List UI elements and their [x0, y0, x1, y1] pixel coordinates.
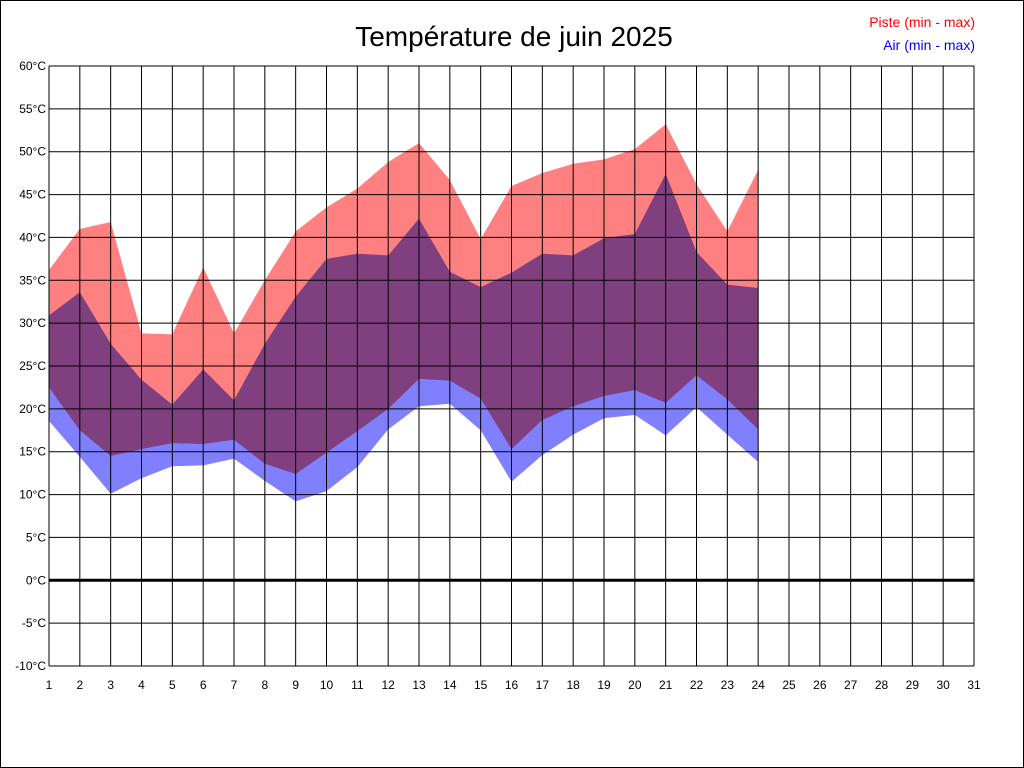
y-tick-label: 55°C — [19, 102, 46, 116]
y-tick-labels: -10°C -5°C 0°C 5°C 10°C 15°C 20°C 25°C 30°C 35°C 4… — [15, 59, 46, 673]
x-tick-label: 25 — [782, 678, 796, 692]
x-tick-label: 22 — [690, 678, 704, 692]
x-tick-label: 27 — [844, 678, 858, 692]
x-tick-label: 19 — [597, 678, 611, 692]
x-tick-label: 15 — [474, 678, 488, 692]
x-tick-label: 10 — [320, 678, 334, 692]
legend-piste: Piste (min - max) — [869, 14, 975, 30]
x-tick-label: 11 — [351, 678, 364, 692]
x-tick-label: 6 — [200, 678, 207, 692]
x-tick-label: 12 — [381, 678, 395, 692]
y-tick-label: 50°C — [19, 145, 46, 159]
x-tick-label: 16 — [505, 678, 519, 692]
x-tick-label: 29 — [906, 678, 920, 692]
x-tick-label: 20 — [628, 678, 642, 692]
x-tick-label: 8 — [261, 678, 268, 692]
y-tick-label: 40°C — [19, 230, 46, 244]
x-tick-label: 31 — [967, 678, 981, 692]
x-tick-label: 24 — [751, 678, 765, 692]
y-tick-label: 30°C — [19, 316, 46, 330]
x-tick-label: 18 — [566, 678, 580, 692]
x-tick-label: 5 — [169, 678, 176, 692]
x-tick-label: 1 — [46, 678, 53, 692]
x-tick-label: 7 — [231, 678, 238, 692]
y-tick-label: 10°C — [19, 488, 46, 502]
y-tick-label: 20°C — [19, 402, 46, 416]
x-tick-label: 4 — [138, 678, 145, 692]
x-tick-label: 21 — [659, 678, 673, 692]
x-tick-label: 30 — [936, 678, 950, 692]
y-tick-label: -5°C — [22, 616, 46, 630]
x-tick-label: 28 — [875, 678, 889, 692]
y-tick-label: -10°C — [15, 659, 46, 673]
chart-title: Température de juin 2025 — [355, 21, 673, 52]
x-tick-label: 2 — [76, 678, 83, 692]
x-tick-label: 13 — [412, 678, 426, 692]
x-tick-label: 26 — [813, 678, 827, 692]
x-tick-label: 17 — [536, 678, 550, 692]
y-tick-label: 60°C — [19, 59, 46, 73]
y-tick-label: 35°C — [19, 273, 46, 287]
y-tick-label: 0°C — [26, 573, 46, 587]
series-areas — [49, 124, 759, 502]
x-tick-label: 3 — [107, 678, 114, 692]
x-tick-label: 14 — [443, 678, 457, 692]
legend-air: Air (min - max) — [883, 37, 975, 53]
x-tick-label: 23 — [721, 678, 735, 692]
y-tick-label: 15°C — [19, 445, 46, 459]
y-tick-label: 45°C — [19, 188, 46, 202]
y-tick-label: 5°C — [26, 530, 46, 544]
area-series-1 — [49, 174, 759, 502]
x-tick-label: 9 — [292, 678, 299, 692]
y-tick-label: 25°C — [19, 359, 46, 373]
x-tick-labels: 1 2 3 4 5 6 7 8 9 10 11 12 13 14 15 16 17 18 19 20 21 22 23 24 2… — [46, 678, 981, 692]
